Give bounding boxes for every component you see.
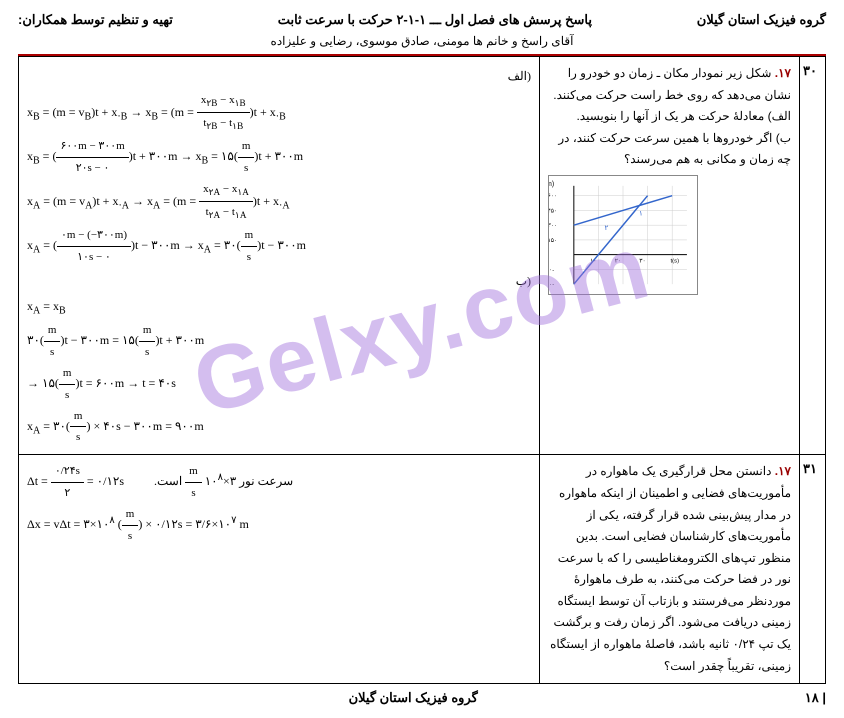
- q-text-line: شکل زیر نمودار مکان ـ زمان دو خودرو را ن…: [553, 66, 791, 102]
- svg-text:۱۵۰: ۱۵۰: [549, 238, 557, 244]
- footer-center: گروه فیزیک استان گیلان: [349, 690, 478, 706]
- svg-text:۱: ۱: [639, 210, 643, 217]
- header-right: گروه فیزیک استان گیلان: [697, 12, 826, 28]
- row-number: ۳۰: [800, 57, 826, 455]
- row-number: ۳۱: [800, 455, 826, 684]
- q-text-line: الف) معادلهٔ حرکت هر یک از آنها را بنویس…: [576, 109, 791, 123]
- header-center: پاسخ پرسش های فصل اول ـــ ۱-۱-۲ حرکت با …: [278, 12, 592, 28]
- eq: Δx = vΔt = ۳×۱۰۸ (ms) × ۰/۱۲s = ۳/۶×۱۰۷ …: [27, 504, 531, 547]
- svg-text:۲۰: ۲۰: [615, 259, 621, 265]
- svg-text:x(m): x(m): [549, 181, 554, 188]
- svg-text:۶۰۰: ۶۰۰: [549, 194, 557, 200]
- answer-cell: Δt = ۰/۲۴s۲ = ۰/۱۲s سرعت نور ۳×۱۰۸ ms اس…: [19, 455, 540, 684]
- svg-text:۲: ۲: [605, 225, 609, 232]
- footer-spacer: [18, 691, 22, 706]
- header: گروه فیزیک استان گیلان پاسخ پرسش های فصل…: [18, 12, 826, 32]
- eq: xB = (۶۰۰m − ۳۰۰m۲۰s − ۰)t + ۳۰۰m → xB =…: [27, 136, 531, 179]
- eq: xA = (m = vA)t + x·A → xA = (m = x۲A − x…: [27, 179, 531, 225]
- page-number: | ۱۸: [805, 690, 826, 706]
- svg-text:۳۰: ۳۰: [639, 259, 645, 265]
- question-cell: ۱۷. دانستن محل قرارگیری یک ماهواره در مأ…: [540, 455, 800, 684]
- svg-text:۴۵۰: ۴۵۰: [549, 208, 557, 214]
- answer-cell: الف) xB = (m = vB)t + x·B → xB = (m = x۲…: [19, 57, 540, 455]
- content-table: ۳۰ ۱۷. شکل زیر نمودار مکان ـ زمان دو خود…: [18, 56, 826, 684]
- svg-text:t(s): t(s): [671, 259, 680, 265]
- eq: xA = ۳۰(ms) × ۴۰s − ۳۰۰m = ۹۰۰m: [27, 406, 531, 449]
- q-text-line: ب) اگر خودروها با همین سرعت حرکت کنند، د…: [558, 131, 791, 167]
- part-alef: الف): [27, 65, 531, 88]
- eq: xB = (m = vB)t + x·B → xB = (m = x۲B − x…: [27, 90, 531, 136]
- header-left: تهیه و تنظیم توسط همکاران:: [18, 12, 173, 28]
- svg-text:-۱۵۰: -۱۵۰: [549, 267, 554, 273]
- footer: | ۱۸ گروه فیزیک استان گیلان: [18, 684, 826, 706]
- subheader: آقای راسخ و خانم ها مومنی، صادق موسوی، ر…: [18, 34, 826, 48]
- eq: xA = (۰m − (−۳۰۰m)۱۰s − ۰)t − ۳۰۰m → xA …: [27, 225, 531, 268]
- eq: xA = xB: [27, 295, 531, 320]
- q-label: ۱۷.: [775, 464, 791, 478]
- part-b: ب): [27, 270, 531, 293]
- svg-text:۳۰۰: ۳۰۰: [549, 223, 557, 229]
- question-cell: ۱۷. شکل زیر نمودار مکان ـ زمان دو خودرو …: [540, 57, 800, 455]
- eq: Δt = ۰/۲۴s۲ = ۰/۱۲s سرعت نور ۳×۱۰۸ ms اس…: [27, 461, 531, 504]
- position-time-chart: x(m) ۶۰۰۴۵۰ ۳۰۰۱۵۰ -۱۵۰-۳۰۰ ۱۰۲۰۳۰ t(s) …: [548, 175, 698, 295]
- q-label: ۱۷.: [775, 66, 791, 80]
- svg-text:-۳۰۰: -۳۰۰: [549, 282, 554, 288]
- eq: → ۱۵(ms)t = ۶۰۰m → t = ۴۰s: [27, 363, 531, 406]
- eq: ۳۰(ms)t − ۳۰۰m = ۱۵(ms)t + ۳۰۰m: [27, 320, 531, 363]
- page: گروه فیزیک استان گیلان پاسخ پرسش های فصل…: [0, 0, 844, 718]
- q-text: دانستن محل قرارگیری یک ماهواره در مأموری…: [550, 464, 791, 672]
